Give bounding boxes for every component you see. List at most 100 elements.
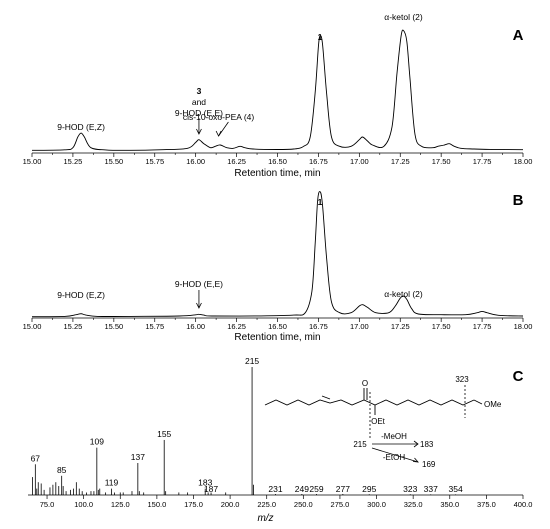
ion-169: 169	[422, 460, 436, 469]
annotation-arrow-head	[196, 128, 202, 135]
x-axis-label: m/z	[257, 513, 273, 524]
peak-annotation: α-ketol (2)	[384, 289, 423, 299]
peak-label: 155	[157, 429, 171, 439]
x-tick-label: 17.75	[473, 157, 492, 166]
ion-183: 183	[420, 440, 434, 449]
x-tick-label: 16.00	[186, 157, 205, 166]
peak-annotation: 3	[197, 86, 202, 96]
x-tick-label: 175.0	[184, 500, 203, 509]
mass-spectrum-panel-c: 75.0 100.0 125.0 150.0 175.0 200.0 225.0 250.0 2…	[28, 356, 532, 524]
x-tick-label: 18.00	[514, 322, 533, 331]
ketone-oxygen: O	[362, 379, 368, 388]
x-tick-label: 16.25	[227, 157, 246, 166]
x-tick-label: 125.0	[111, 500, 130, 509]
panel-label: B	[513, 192, 524, 209]
x-tick-label: 400.0	[514, 500, 533, 509]
panel-label: C	[513, 368, 524, 385]
x-tick-label: 15.75	[145, 322, 164, 331]
peak-label: 67	[31, 453, 41, 463]
peak-label: 354	[449, 484, 463, 494]
x-tick-label: 15.00	[23, 157, 42, 166]
peak-label: 231	[268, 484, 282, 494]
x-tick-label: 16.25	[227, 322, 246, 331]
peak-label: 109	[90, 437, 104, 447]
x-tick-label: 275.0	[331, 500, 350, 509]
arrow-etoh	[371, 447, 419, 463]
peak-annotation: 1	[318, 197, 323, 207]
x-tick-label: 15.00	[23, 322, 42, 331]
arrow-etoh-head	[412, 457, 419, 463]
peak-label: 337	[424, 484, 438, 494]
ethoxy-label: OEt	[371, 417, 386, 426]
x-tick-label: 17.00	[350, 322, 369, 331]
x-tick-label: 375.0	[477, 500, 496, 509]
peak-annotation: 9-HOD (E,E)	[175, 279, 223, 289]
x-tick-label: 325.0	[404, 500, 423, 509]
x-tick-label: 18.00	[514, 157, 533, 166]
x-tick-label: 15.25	[64, 157, 83, 166]
fragment-215: 215	[353, 440, 367, 449]
peak-label: 119	[105, 478, 119, 488]
x-tick-label: 15.50	[104, 322, 123, 331]
x-tick-label: 200.0	[221, 500, 240, 509]
peak-annotation: cis-10-oxo-PEA (4)	[183, 112, 254, 122]
x-axis-label: Retention time, min	[234, 168, 320, 179]
x-tick-label: 15.75	[145, 157, 164, 166]
peak-label: 215	[245, 356, 259, 366]
panel-label: A	[513, 27, 524, 44]
peak-annotation: 9-HOD (E,E)	[175, 108, 223, 118]
annotation-arrow-shaft	[218, 121, 229, 137]
x-tick-label: 15.25	[64, 322, 83, 331]
x-tick-label: 300.0	[367, 500, 386, 509]
chromatogram-panel-a: 15.00 15.25 15.50 15.75 16.00 16.25 16.50 16.75…	[23, 12, 533, 179]
peak-label: 295	[362, 484, 376, 494]
annotation-arrow-head	[215, 130, 222, 137]
peak-label: 183	[198, 478, 212, 488]
peak-annotation: 9-HOD (E,Z)	[57, 122, 105, 132]
peak-label: 249	[295, 484, 309, 494]
peak-label: 259	[309, 484, 323, 494]
loss-meoh-label: -MeOH	[381, 432, 407, 441]
chromatogram-trace	[31, 191, 524, 318]
x-tick-label: 16.75	[309, 157, 328, 166]
methoxy-label: OMe	[484, 400, 502, 409]
x-tick-label: 100.0	[74, 500, 93, 509]
peak-label: 323	[403, 484, 417, 494]
x-tick-label: 17.25	[391, 157, 410, 166]
annotation-arrow-head	[196, 302, 202, 309]
peak-label: 85	[57, 465, 67, 475]
x-tick-label: 16.50	[268, 322, 287, 331]
x-tick-label: 16.00	[186, 322, 205, 331]
loss-etoh-label: -EtOH	[383, 453, 405, 462]
x-tick-label: 250.0	[294, 500, 313, 509]
x-tick-label: 225.0	[257, 500, 276, 509]
x-tick-label: 17.50	[432, 157, 451, 166]
x-tick-label: 16.50	[268, 157, 287, 166]
x-tick-label: 17.75	[473, 322, 492, 331]
peak-annotation: α-ketol (2)	[384, 12, 423, 22]
chemical-structure: O OEt OMe 323 215 -MeOH 183 -EtOH 169	[264, 375, 502, 469]
x-tick-label: 17.00	[350, 157, 369, 166]
carbon-chain	[264, 399, 475, 406]
peak-label: 277	[336, 484, 350, 494]
peak-annotation: and	[192, 97, 206, 107]
x-tick-label: 75.0	[40, 500, 55, 509]
chromatogram-trace	[31, 29, 524, 151]
x-axis-label: Retention time, min	[234, 332, 320, 343]
peak-annotation: 9-HOD (E,Z)	[57, 290, 105, 300]
x-tick-label: 17.50	[432, 322, 451, 331]
x-tick-label: 150.0	[147, 500, 166, 509]
fragment-323: 323	[455, 375, 469, 384]
peak-annotation: 1	[318, 32, 323, 42]
cis-double-bond	[321, 395, 331, 400]
arrow-meoh-head	[413, 440, 419, 448]
peak-label: 137	[131, 452, 145, 462]
chromatogram-panel-b: 15.00 15.25 15.50 15.75 16.00 16.25 16.50 16.75…	[23, 191, 533, 343]
peak-label: 187	[204, 484, 218, 494]
x-tick-label: 15.50	[104, 157, 123, 166]
x-tick-label: 17.25	[391, 322, 410, 331]
x-tick-label: 16.75	[309, 322, 328, 331]
x-tick-label: 350.0	[440, 500, 459, 509]
ester-bond	[473, 399, 483, 405]
